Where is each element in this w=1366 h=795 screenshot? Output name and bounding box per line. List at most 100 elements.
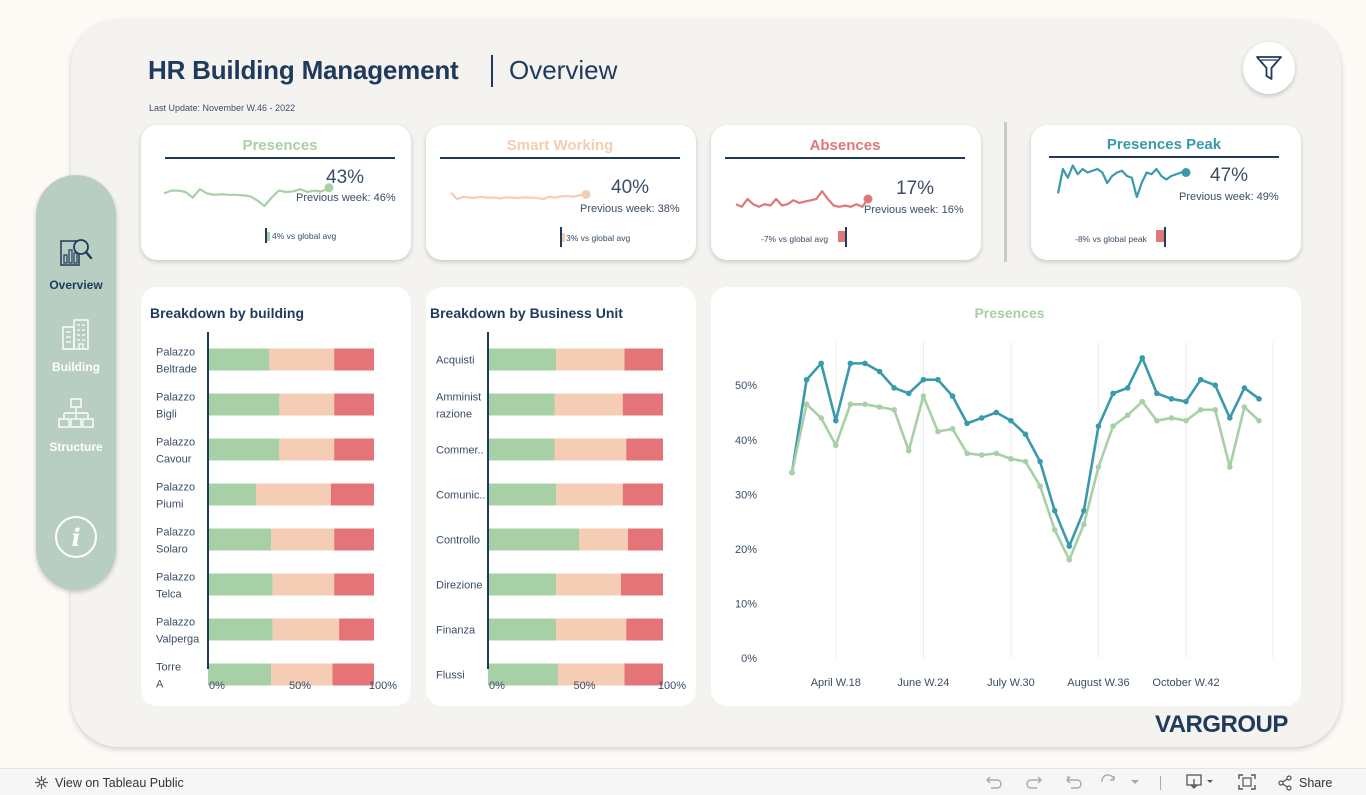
data-point[interactable] [993, 409, 1000, 416]
data-point[interactable] [1197, 376, 1204, 383]
data-point[interactable] [920, 393, 927, 399]
data-point[interactable] [1037, 483, 1043, 489]
bar-segment[interactable] [208, 573, 273, 596]
bar-segment[interactable] [332, 663, 375, 686]
data-point[interactable] [1154, 390, 1160, 397]
bar-segment[interactable] [488, 393, 555, 416]
filter-button[interactable] [1243, 42, 1295, 94]
data-point[interactable] [1008, 456, 1014, 462]
bar-segment[interactable] [488, 663, 558, 686]
chevron-down-icon[interactable] [1130, 778, 1140, 786]
bar-segment[interactable] [334, 438, 374, 461]
bar-segment[interactable] [488, 528, 579, 551]
kpi-card-smart-working[interactable]: Smart Working 40% Previous week: 38% 3% … [426, 125, 696, 260]
bar-segment[interactable] [558, 663, 625, 686]
bar-segment[interactable] [556, 618, 627, 641]
data-point[interactable] [1168, 415, 1175, 421]
bar-segment[interactable] [628, 528, 663, 551]
data-point[interactable] [818, 360, 824, 367]
data-point[interactable] [1008, 417, 1014, 424]
data-point[interactable] [1227, 415, 1233, 421]
data-point[interactable] [1139, 355, 1146, 361]
bar-segment[interactable] [622, 483, 663, 506]
data-point[interactable] [789, 469, 795, 476]
bar-segment[interactable] [271, 663, 333, 686]
data-point[interactable] [978, 415, 985, 421]
bar-segment[interactable] [624, 663, 664, 686]
bar-segment[interactable] [208, 348, 270, 371]
data-point[interactable] [1227, 464, 1233, 470]
data-point[interactable] [1197, 406, 1204, 413]
kpi-card-presences[interactable]: Presences 43% Previous week: 46% 4% vs g… [141, 125, 411, 260]
data-point[interactable] [803, 401, 810, 408]
bar-segment[interactable] [330, 483, 374, 506]
bar-segment[interactable] [339, 618, 374, 641]
data-point[interactable] [832, 442, 839, 449]
refresh-icon[interactable] [1100, 774, 1118, 790]
undo-icon[interactable] [985, 774, 1003, 790]
data-point[interactable] [803, 376, 810, 383]
bar-segment[interactable] [279, 393, 335, 416]
data-point[interactable] [920, 376, 927, 383]
bar-segment[interactable] [272, 618, 340, 641]
data-point[interactable] [978, 452, 985, 458]
data-point[interactable] [905, 447, 912, 454]
kpi-card-presences-peak[interactable]: Presences Peak 47% Previous week: 49% -8… [1031, 125, 1301, 260]
data-point[interactable] [1256, 417, 1262, 424]
data-point[interactable] [862, 401, 868, 408]
data-point[interactable] [1241, 385, 1248, 391]
data-point[interactable] [1051, 507, 1058, 514]
bar-segment[interactable] [279, 438, 335, 461]
redo-icon[interactable] [1025, 774, 1043, 790]
data-point[interactable] [1168, 396, 1175, 402]
data-point[interactable] [1256, 396, 1262, 402]
data-point[interactable] [1037, 458, 1043, 465]
bar-segment[interactable] [208, 438, 280, 461]
data-point[interactable] [832, 417, 839, 424]
share-button[interactable]: Share [1277, 775, 1332, 791]
bar-segment[interactable] [554, 393, 623, 416]
view-on-tableau-link[interactable]: View on Tableau Public [34, 775, 184, 790]
bar-segment[interactable] [208, 483, 257, 506]
fullscreen-icon[interactable] [1238, 774, 1256, 790]
data-point[interactable] [876, 368, 883, 375]
bar-segment[interactable] [272, 573, 335, 596]
bar-segment[interactable] [554, 438, 627, 461]
bar-segment[interactable] [621, 573, 663, 596]
data-point[interactable] [1066, 556, 1073, 563]
sidebar-item-overview[interactable]: Overview [36, 235, 116, 292]
data-point[interactable] [818, 415, 824, 421]
bar-segment[interactable] [269, 348, 335, 371]
bar-segment[interactable] [334, 573, 374, 596]
data-point[interactable] [1212, 406, 1219, 413]
data-point[interactable] [935, 376, 941, 383]
bar-segment[interactable] [208, 393, 280, 416]
bar-segment[interactable] [488, 618, 557, 641]
bar-segment[interactable] [556, 483, 623, 506]
bar-segment[interactable] [334, 528, 374, 551]
data-point[interactable] [876, 404, 883, 410]
data-point[interactable] [949, 426, 956, 432]
data-point[interactable] [964, 450, 970, 457]
data-point[interactable] [1081, 521, 1087, 528]
data-point[interactable] [891, 385, 897, 391]
sidebar-item-structure[interactable]: Structure [36, 397, 116, 454]
bar-segment[interactable] [334, 348, 374, 371]
data-point[interactable] [1051, 526, 1058, 533]
bar-segment[interactable] [556, 573, 621, 596]
bar-segment[interactable] [208, 528, 272, 551]
kpi-card-absences[interactable]: Absences 17% Previous week: 16% -7% vs g… [711, 125, 981, 260]
data-point[interactable] [993, 450, 1000, 457]
data-point[interactable] [1124, 385, 1131, 391]
bar-segment[interactable] [488, 348, 557, 371]
bar-segment[interactable] [488, 438, 555, 461]
data-point[interactable] [1022, 431, 1029, 438]
bar-segment[interactable] [271, 528, 335, 551]
data-point[interactable] [1095, 464, 1102, 470]
bar-segment[interactable] [556, 348, 625, 371]
data-point[interactable] [1110, 390, 1116, 397]
data-point[interactable] [1139, 398, 1146, 405]
data-point[interactable] [847, 401, 854, 408]
data-point[interactable] [1183, 417, 1189, 424]
bar-segment[interactable] [626, 618, 663, 641]
